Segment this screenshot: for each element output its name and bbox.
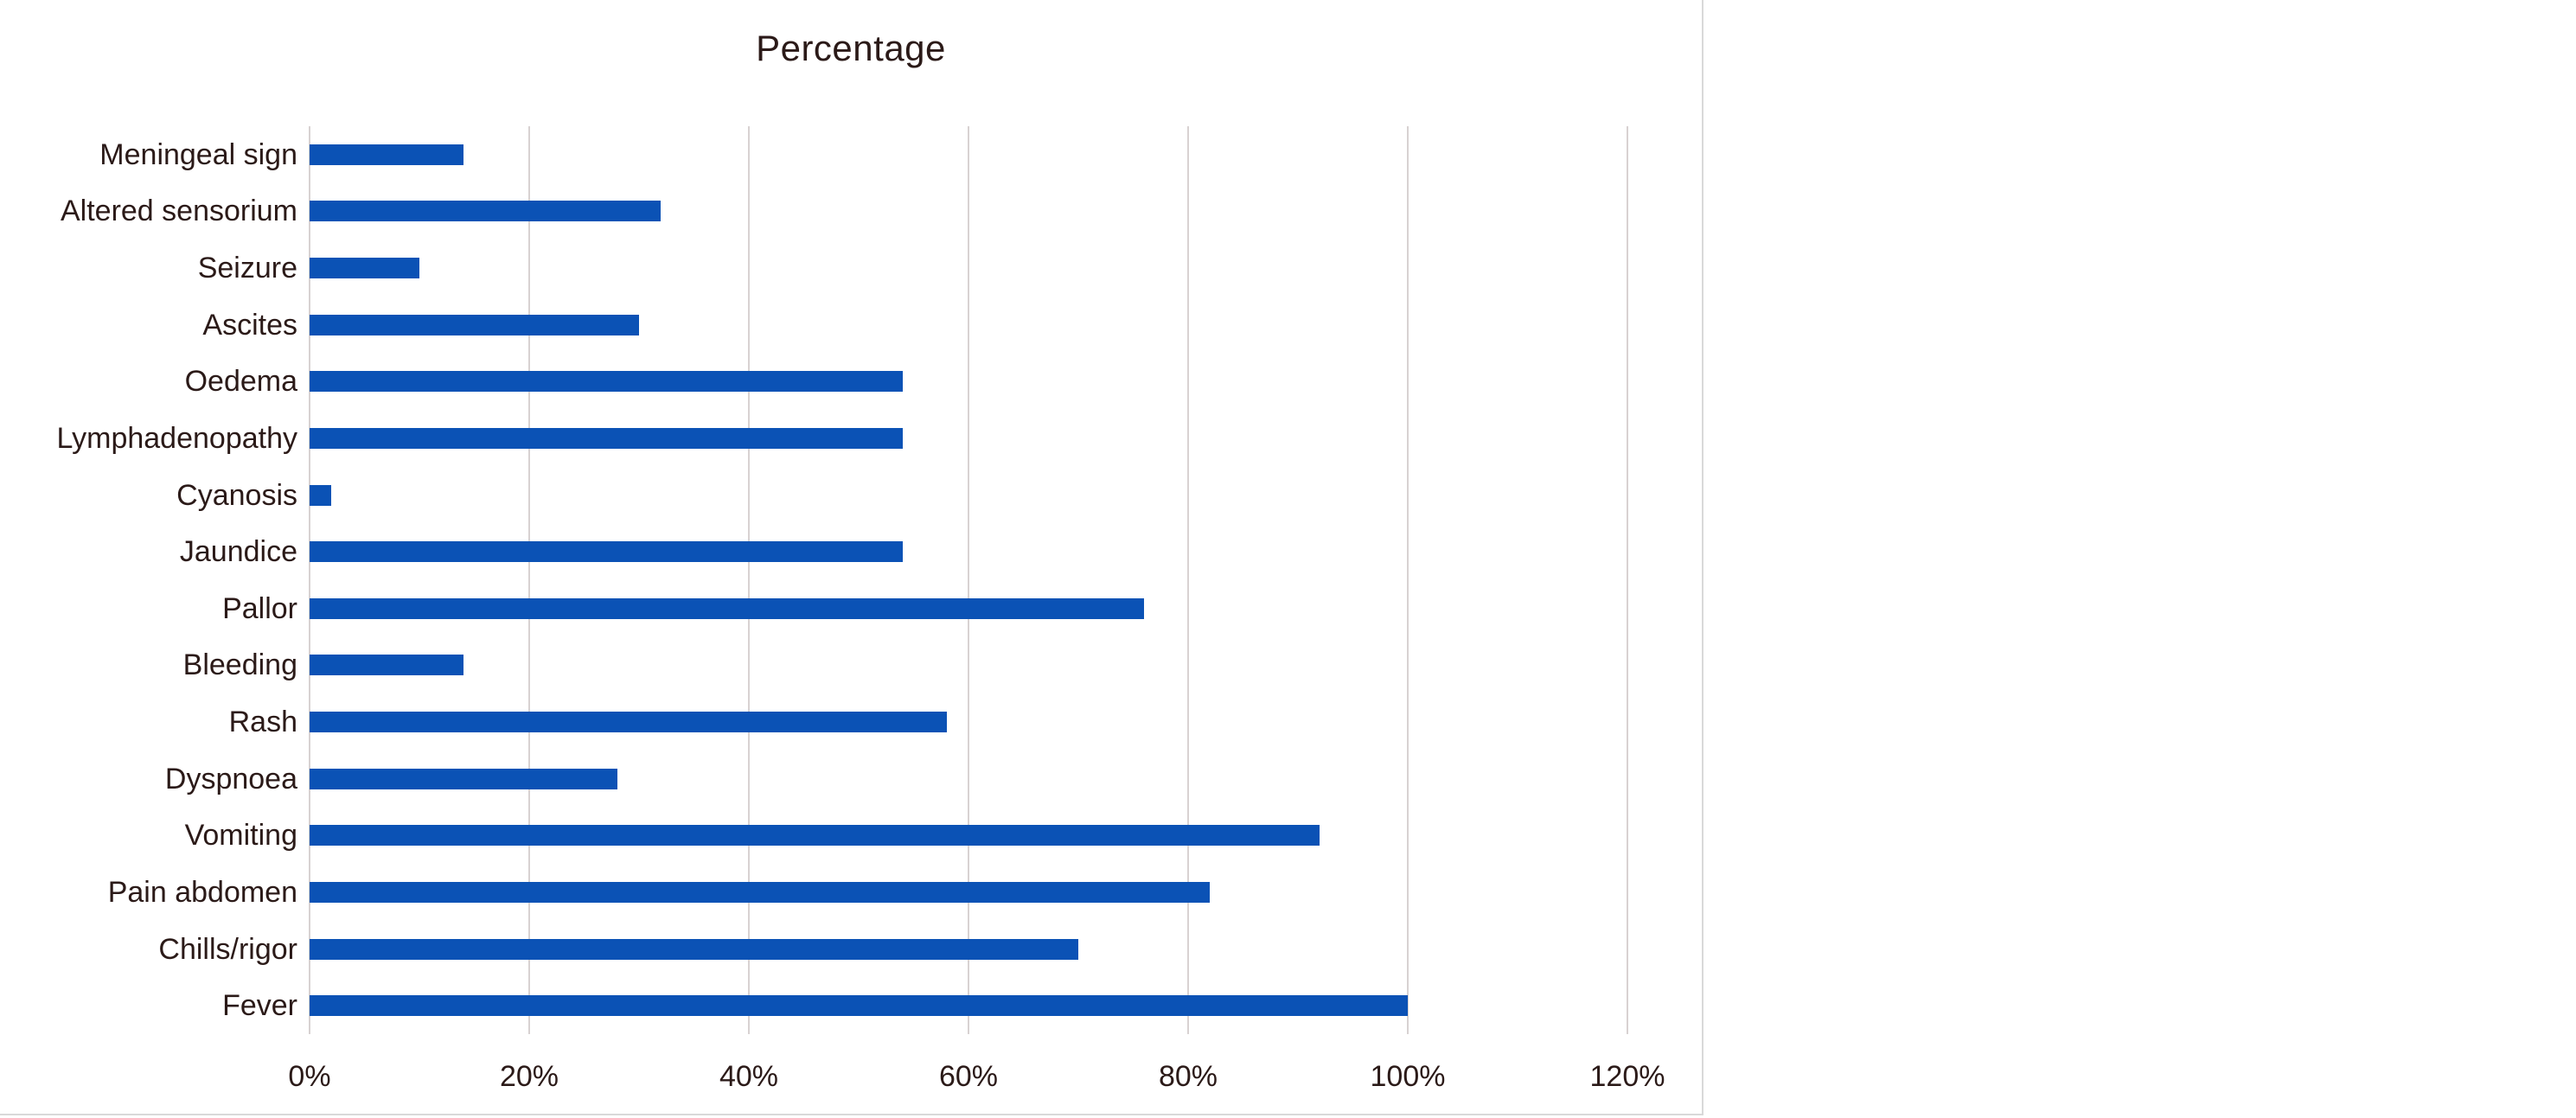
category-label-chills-rigor: Chills/rigor <box>158 933 297 966</box>
chart-object[interactable]: Percentage Meningeal sign Altered sensori… <box>0 0 1703 1115</box>
x-tick-label-0: 0% <box>288 1060 331 1093</box>
x-tick-label-120: 120% <box>1589 1060 1665 1093</box>
gridline-20pct <box>528 126 530 1034</box>
bar-pallor[interactable] <box>310 598 1145 619</box>
x-tick-label-20: 20% <box>499 1060 559 1093</box>
gridline-60pct <box>968 126 969 1034</box>
x-tick-label-40: 40% <box>719 1060 779 1093</box>
category-label-meningeal-sign: Meningeal sign <box>99 138 297 171</box>
gridline-40pct <box>748 126 750 1034</box>
value-axis-line <box>309 126 310 1034</box>
bar-cyanosis[interactable] <box>310 485 332 506</box>
bar-fever[interactable] <box>310 995 1408 1016</box>
x-tick-label-60: 60% <box>938 1060 999 1093</box>
category-label-jaundice: Jaundice <box>179 535 297 568</box>
bar-chills-rigor[interactable] <box>310 939 1078 960</box>
bar-pain-abdomen[interactable] <box>310 882 1211 903</box>
bar-bleeding[interactable] <box>310 655 463 675</box>
category-label-seizure: Seizure <box>197 252 297 284</box>
category-label-oedema: Oedema <box>184 365 297 398</box>
category-label-bleeding: Bleeding <box>182 648 297 681</box>
bar-jaundice[interactable] <box>310 541 903 562</box>
bar-rash[interactable] <box>310 712 947 732</box>
category-label-lymphadenopathy: Lymphadenopathy <box>56 422 297 455</box>
category-label-dyspnoea: Dyspnoea <box>164 763 297 795</box>
category-label-fever: Fever <box>222 989 297 1022</box>
gridline-100pct <box>1407 126 1409 1034</box>
category-label-ascites: Ascites <box>202 309 297 342</box>
category-label-rash: Rash <box>228 706 297 738</box>
x-tick-label-100: 100% <box>1370 1060 1446 1093</box>
plot-area <box>309 126 1628 1034</box>
category-label-pain-abdomen: Pain abdomen <box>107 876 297 909</box>
bar-lymphadenopathy[interactable] <box>310 428 903 449</box>
gridline-80pct <box>1187 126 1189 1034</box>
bar-ascites[interactable] <box>310 315 639 335</box>
category-axis: Meningeal sign Altered sensorium Seizure As… <box>0 126 297 1034</box>
bar-vomiting[interactable] <box>310 825 1320 846</box>
bar-dyspnoea[interactable] <box>310 769 617 789</box>
value-axis: 0% 20% 40% 60% 80% 100% 120% <box>288 1060 1665 1100</box>
category-label-vomiting: Vomiting <box>184 819 297 852</box>
chart-title: Percentage <box>756 28 946 68</box>
category-label-pallor: Pallor <box>222 592 297 625</box>
category-label-cyanosis: Cyanosis <box>176 479 297 512</box>
bar-seizure[interactable] <box>310 258 419 278</box>
bar-altered-sensorium[interactable] <box>310 201 662 221</box>
category-label-altered-sensorium: Altered sensorium <box>60 195 297 227</box>
gridline-120pct <box>1627 126 1628 1034</box>
bar-meningeal-sign[interactable] <box>310 144 463 165</box>
x-tick-label-80: 80% <box>1158 1060 1218 1093</box>
bar-oedema[interactable] <box>310 371 903 392</box>
